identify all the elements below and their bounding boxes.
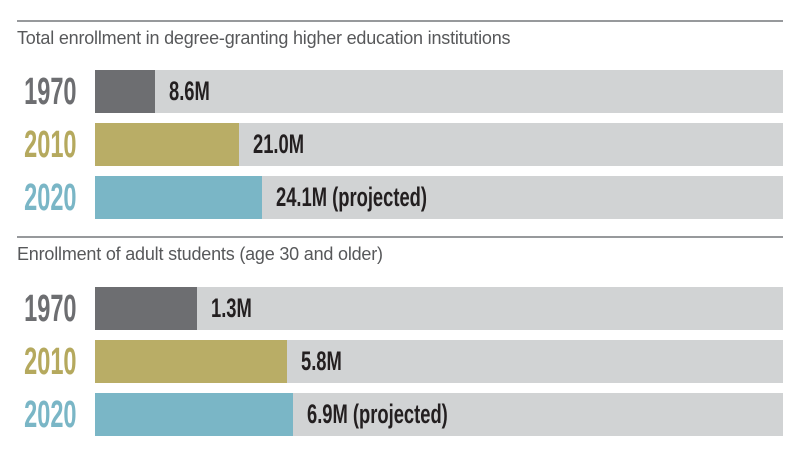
value-label: 1.3M [211,293,252,323]
year-label: 2020 [24,176,77,219]
bar-row: 1970 1.3M [17,287,783,330]
year-label: 1970 [24,70,77,113]
value-label: 6.9M (projected) [307,399,449,429]
bar-group-total-enrollment: 1970 8.6M 2010 21.0M 2020 24.1M (project… [17,70,783,229]
year-cell: 2010 [17,340,95,383]
chart-title: Total enrollment in degree-granting high… [17,28,511,48]
value-label: 8.6M [169,76,210,106]
bar-row: 2010 21.0M [17,123,783,166]
year-cell: 2020 [17,176,95,219]
bar-track: 1.3M [95,287,783,330]
year-label: 2010 [24,123,77,166]
bar-row: 2020 24.1M (projected) [17,176,783,219]
year-label: 1970 [24,287,77,330]
bar-fill [95,176,263,219]
bar-fill [95,70,156,113]
bar-fill [95,287,198,330]
bar-group-adult-students: 1970 1.3M 2010 5.8M 2020 6.9M (projected… [17,287,783,446]
bar-fill [95,393,294,436]
section-divider [17,20,783,22]
bar-row: 2020 6.9M (projected) [17,393,783,436]
year-cell: 1970 [17,70,95,113]
value-label: 24.1M (projected) [276,182,428,212]
year-label: 2020 [24,393,77,436]
year-label: 2010 [24,340,77,383]
bar-track: 24.1M (projected) [95,176,783,219]
year-cell: 2010 [17,123,95,166]
bar-track: 6.9M (projected) [95,393,783,436]
bar-row: 2010 5.8M [17,340,783,383]
chart-title: Enrollment of adult students (age 30 and… [17,244,383,264]
year-cell: 2020 [17,393,95,436]
bar-fill [95,340,288,383]
section-divider [17,236,783,238]
bar-track: 21.0M [95,123,783,166]
bar-track: 8.6M [95,70,783,113]
value-label: 5.8M [301,346,343,376]
bar-fill [95,123,240,166]
bar-track: 5.8M [95,340,783,383]
bar-row: 1970 8.6M [17,70,783,113]
value-label: 21.0M [253,129,305,159]
year-cell: 1970 [17,287,95,330]
